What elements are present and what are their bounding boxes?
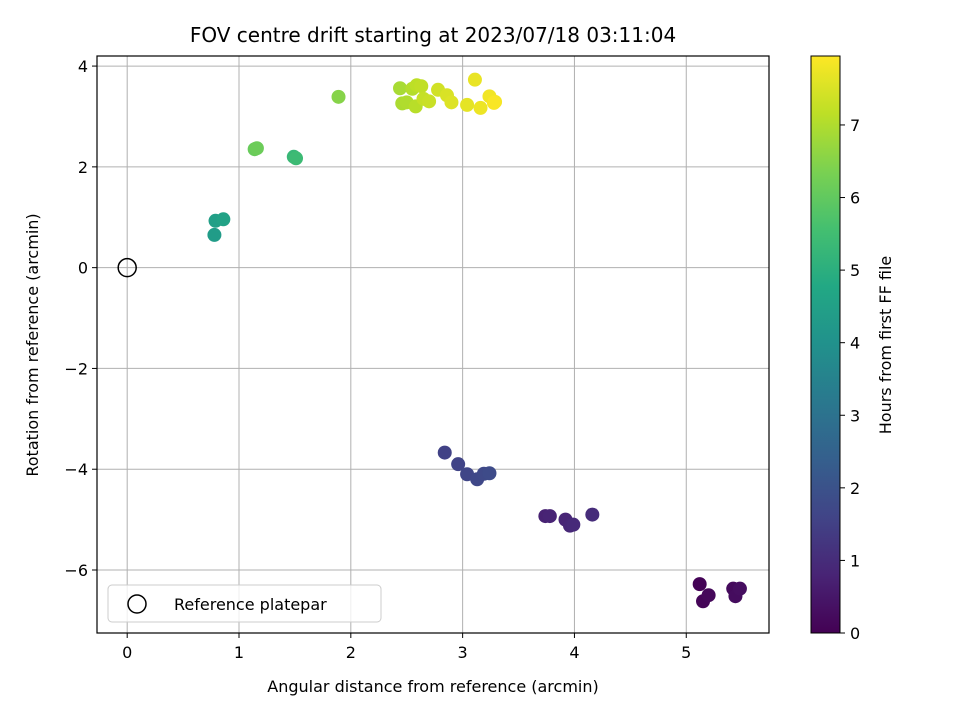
legend-reference-icon <box>127 594 147 614</box>
x-tick-label: 2 <box>346 643 356 662</box>
data-point <box>486 95 501 110</box>
data-point <box>692 577 707 592</box>
data-point <box>216 212 231 227</box>
data-point <box>437 445 452 460</box>
colorbar-title: Hours from first FF file <box>876 256 895 435</box>
data-point <box>289 151 304 166</box>
colorbar-tick-label: 3 <box>850 406 860 425</box>
y-tick-label: −6 <box>64 561 88 580</box>
x-tick-label: 1 <box>234 643 244 662</box>
x-tick-label: 0 <box>122 643 132 662</box>
data-point <box>393 81 408 96</box>
data-point <box>422 94 437 109</box>
colorbar-frame <box>810 55 841 634</box>
legend-box <box>107 584 382 623</box>
plot-frame <box>96 55 770 634</box>
data-point <box>542 509 557 524</box>
x-tick-label: 3 <box>458 643 468 662</box>
scatter-points <box>207 72 747 609</box>
colorbar-ticks: 0 1 2 3 4 5 6 7 <box>840 116 860 643</box>
colorbar-gradient <box>811 56 840 633</box>
data-point <box>207 227 222 242</box>
x-tick-label: 5 <box>681 643 691 662</box>
colorbar-tick-label: 2 <box>850 479 860 498</box>
data-point <box>701 588 716 603</box>
data-point <box>467 72 482 87</box>
data-point <box>249 141 264 156</box>
y-tick-label: −2 <box>64 359 88 378</box>
data-point <box>482 466 497 481</box>
colorbar-tick-label: 5 <box>850 261 860 280</box>
legend-label: Reference platepar <box>174 595 327 614</box>
grid <box>97 56 769 633</box>
y-tick-label: 2 <box>78 158 88 177</box>
y-axis-title: Rotation from reference (arcmin) <box>23 213 42 476</box>
legend: Reference platepar <box>107 584 382 623</box>
colorbar-tick-label: 6 <box>850 189 860 208</box>
data-point <box>444 95 459 110</box>
data-point <box>414 79 429 94</box>
y-tick-label: 4 <box>78 57 88 76</box>
colorbar-tick-label: 0 <box>850 624 860 643</box>
data-point <box>451 457 466 472</box>
data-point <box>585 507 600 522</box>
data-point <box>566 517 581 532</box>
x-axis-ticks: 0 1 2 3 4 5 <box>122 633 691 662</box>
colorbar-tick-label: 4 <box>850 334 860 353</box>
data-point <box>460 97 475 112</box>
y-axis-ticks: −6 −4 −2 0 2 4 <box>64 57 97 580</box>
x-tick-label: 4 <box>569 643 579 662</box>
x-axis-title: Angular distance from reference (arcmin) <box>267 677 598 696</box>
y-tick-label: 0 <box>78 259 88 278</box>
colorbar: 0 1 2 3 4 5 6 7 Hours from first FF file <box>810 55 895 643</box>
y-tick-label: −4 <box>64 460 88 479</box>
colorbar-tick-label: 1 <box>850 551 860 570</box>
data-point <box>331 89 346 104</box>
colorbar-tick-label: 7 <box>850 116 860 135</box>
data-point <box>732 581 747 596</box>
data-point <box>473 100 488 115</box>
reference-marker <box>117 257 137 278</box>
chart-title: FOV centre drift starting at 2023/07/18 … <box>190 23 676 47</box>
